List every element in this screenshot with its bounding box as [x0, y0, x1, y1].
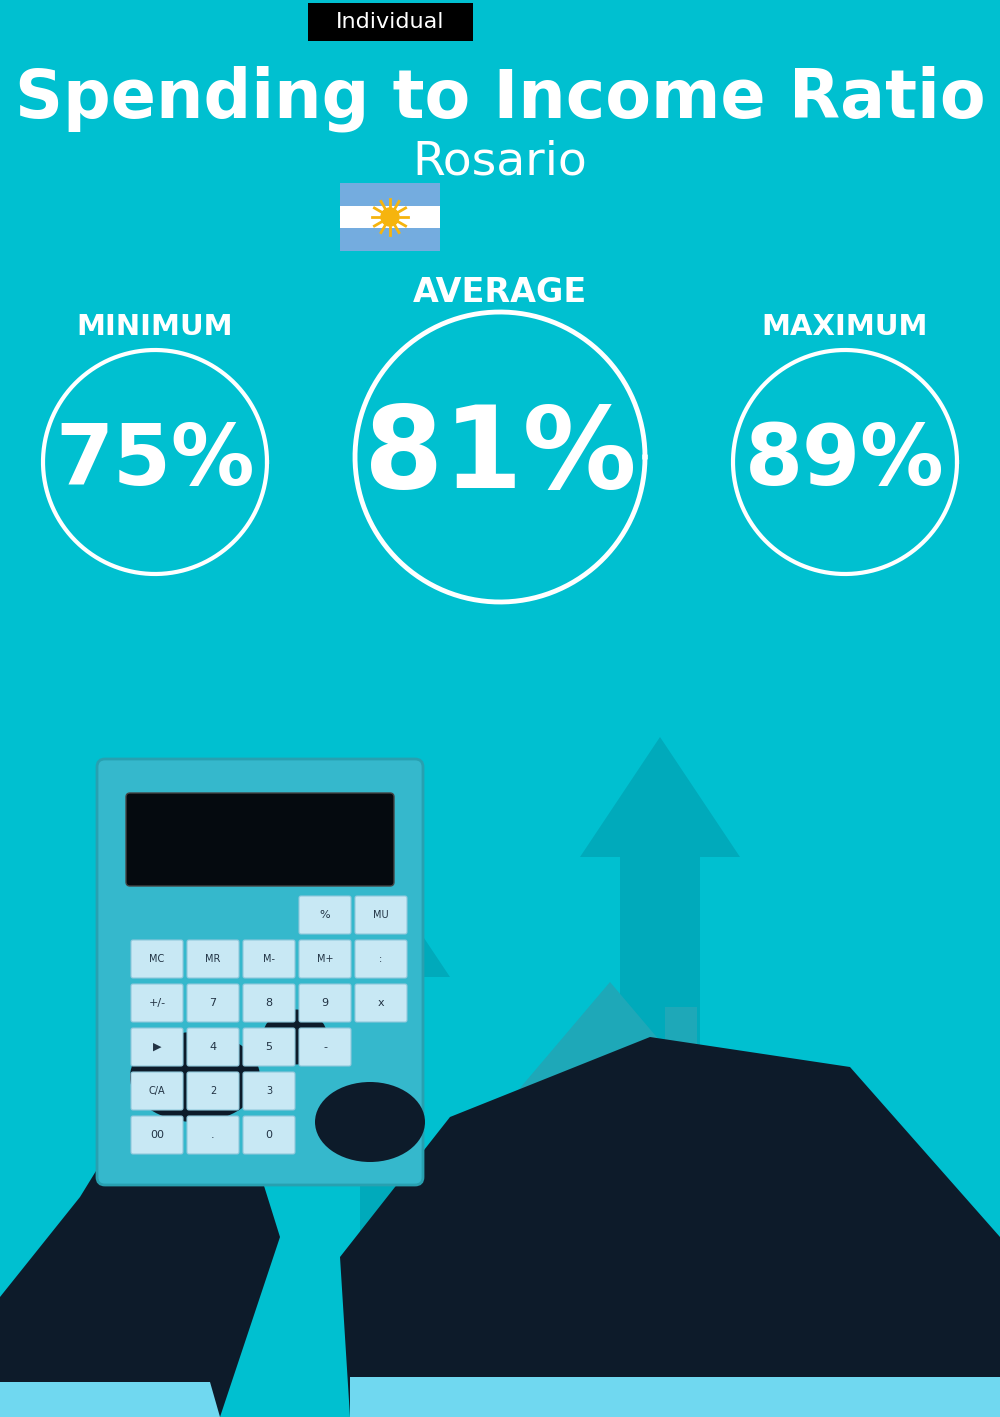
Text: Individual: Individual [336, 11, 444, 33]
FancyBboxPatch shape [243, 1073, 295, 1110]
Bar [340, 228, 440, 251]
Text: 4: 4 [209, 1041, 217, 1051]
Bar [665, 1007, 697, 1087]
FancyBboxPatch shape [299, 983, 351, 1022]
Text: ▶: ▶ [153, 1041, 161, 1051]
FancyBboxPatch shape [131, 1027, 183, 1066]
Text: $: $ [700, 1315, 730, 1359]
FancyBboxPatch shape [355, 939, 407, 978]
Text: MC: MC [149, 954, 165, 964]
Text: 75%: 75% [55, 421, 255, 503]
FancyBboxPatch shape [355, 983, 407, 1022]
Text: M+: M+ [317, 954, 333, 964]
Ellipse shape [130, 1032, 260, 1122]
Text: %: % [320, 910, 330, 920]
FancyBboxPatch shape [243, 1117, 295, 1153]
Bar [532, 1352, 662, 1365]
FancyBboxPatch shape [131, 1073, 183, 1110]
Ellipse shape [262, 1009, 328, 1064]
Bar [340, 205, 440, 228]
FancyBboxPatch shape [187, 1117, 239, 1153]
Text: M-: M- [263, 954, 275, 964]
FancyBboxPatch shape [187, 1027, 239, 1066]
Text: MR: MR [205, 954, 221, 964]
Polygon shape [330, 887, 450, 1367]
FancyBboxPatch shape [243, 1027, 295, 1066]
Polygon shape [340, 1037, 1000, 1417]
Text: -: - [323, 1041, 327, 1051]
Text: 81%: 81% [364, 401, 636, 513]
FancyBboxPatch shape [187, 939, 239, 978]
FancyBboxPatch shape [299, 1027, 351, 1066]
Text: AVERAGE: AVERAGE [413, 275, 587, 309]
Text: C/A: C/A [149, 1085, 165, 1095]
Text: Spending to Income Ratio: Spending to Income Ratio [15, 65, 985, 132]
Text: 8: 8 [265, 998, 273, 1007]
Circle shape [725, 1212, 915, 1401]
FancyBboxPatch shape [131, 1117, 183, 1153]
Circle shape [381, 208, 399, 225]
Circle shape [653, 1275, 777, 1399]
Text: 00: 00 [150, 1129, 164, 1141]
Polygon shape [580, 737, 740, 1367]
Text: :: : [379, 954, 383, 964]
FancyBboxPatch shape [299, 896, 351, 934]
Text: .: . [211, 1129, 215, 1141]
Ellipse shape [315, 1083, 425, 1162]
Polygon shape [350, 1377, 1000, 1417]
Bar [534, 1348, 664, 1359]
Text: 0: 0 [266, 1129, 272, 1141]
Text: 2: 2 [210, 1085, 216, 1095]
Text: Rosario: Rosario [413, 139, 587, 184]
Polygon shape [470, 982, 750, 1146]
FancyBboxPatch shape [308, 3, 473, 41]
Bar [530, 1357, 660, 1369]
Bar [340, 183, 440, 205]
Text: 5: 5 [266, 1041, 272, 1051]
FancyBboxPatch shape [299, 939, 351, 978]
Text: x: x [378, 998, 384, 1007]
Text: 89%: 89% [745, 421, 945, 503]
Ellipse shape [802, 1178, 838, 1210]
Polygon shape [0, 1382, 220, 1417]
FancyBboxPatch shape [131, 939, 183, 978]
Text: MAXIMUM: MAXIMUM [762, 313, 928, 341]
Bar [588, 1277, 632, 1367]
FancyBboxPatch shape [355, 896, 407, 934]
Text: 3: 3 [266, 1085, 272, 1095]
Polygon shape [0, 1067, 280, 1417]
Bar [540, 1332, 670, 1343]
Ellipse shape [703, 1253, 727, 1274]
Bar [490, 1146, 730, 1367]
Text: 9: 9 [321, 998, 329, 1007]
FancyBboxPatch shape [131, 983, 183, 1022]
Bar [536, 1342, 666, 1355]
Text: MINIMUM: MINIMUM [77, 313, 233, 341]
FancyBboxPatch shape [243, 983, 295, 1022]
Text: 7: 7 [209, 998, 217, 1007]
Bar [538, 1338, 668, 1349]
FancyBboxPatch shape [187, 1073, 239, 1110]
Text: +/-: +/- [148, 998, 166, 1007]
FancyBboxPatch shape [243, 939, 295, 978]
FancyBboxPatch shape [97, 760, 423, 1185]
FancyBboxPatch shape [187, 983, 239, 1022]
Text: MU: MU [373, 910, 389, 920]
Text: $: $ [795, 1272, 845, 1342]
FancyBboxPatch shape [126, 794, 394, 886]
